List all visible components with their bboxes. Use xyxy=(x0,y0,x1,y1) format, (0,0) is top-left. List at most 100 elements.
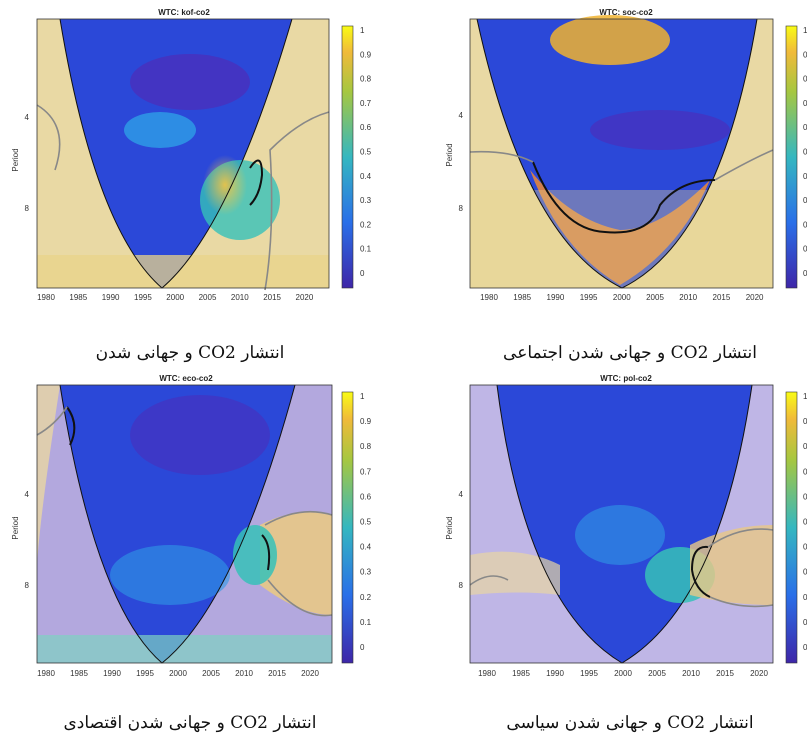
shade-contour xyxy=(36,104,330,291)
colorbar-tick-labels: 1 0.9 0.8 0.7 0.6 0.5 0.4 0.3 0.2 0.1 0 xyxy=(360,26,372,278)
colorbar-tick-label: 0.3 xyxy=(360,568,372,577)
colorbar xyxy=(341,391,354,664)
colorbar-tick-label: 0 xyxy=(803,148,807,157)
colorbar-tick-label: 0 xyxy=(803,643,807,652)
plot-frame xyxy=(36,384,333,664)
x-tick-label: 1990 xyxy=(103,669,121,678)
x-tick-labels: 1980 1985 1990 1995 2000 2005 2010 2015 2020 xyxy=(37,669,319,678)
x-tick-label: 2015 xyxy=(263,293,281,302)
coi-left xyxy=(37,385,60,565)
colorbar-tick-label: 0 xyxy=(803,99,807,108)
y-axis-label: Period xyxy=(11,516,20,539)
y-tick-label: 4 xyxy=(25,113,30,122)
plot-frame xyxy=(469,18,774,289)
x-tick-label: 1995 xyxy=(580,293,598,302)
colorbar-tick-label: 0.4 xyxy=(360,543,372,552)
panel-caption: انتشار CO2 و جهانی شدن اقتصادی xyxy=(63,713,317,733)
x-tick-label: 2005 xyxy=(646,293,664,302)
colorbar-tick-label: 0 xyxy=(803,75,807,84)
x-tick-label: 2020 xyxy=(301,669,319,678)
chart-title: WTC: eco-co2 xyxy=(159,374,213,383)
x-tick-label: 1985 xyxy=(513,293,531,302)
x-tick-label: 2000 xyxy=(613,293,631,302)
y-tick-label: 4 xyxy=(459,490,464,499)
plot-frame xyxy=(469,384,774,664)
y-tick-label: 8 xyxy=(25,204,30,213)
colorbar-tick-label: 0 xyxy=(803,618,807,627)
x-tick-label: 1980 xyxy=(37,293,55,302)
significance-contour xyxy=(532,161,716,234)
y-tick-label: 8 xyxy=(25,581,30,590)
colorbar-tick-label: 0.1 xyxy=(360,245,372,254)
colorbar-tick-label: 0 xyxy=(803,442,807,451)
x-tick-label: 1990 xyxy=(547,293,565,302)
mid-coherence-region xyxy=(575,505,665,565)
colorbar-tick-label: 0 xyxy=(803,50,807,59)
wtc-chart-pol: WTC: pol-co2 Period 4 8 1980 1985 1990 1995… xyxy=(445,374,807,678)
x-tick-label: 2020 xyxy=(296,293,314,302)
chart-title: WTC: soc-co2 xyxy=(599,8,653,17)
colorbar-tick-label: 0 xyxy=(803,543,807,552)
colorbar-tick-label: 0.8 xyxy=(360,75,372,84)
x-tick-label: 1985 xyxy=(512,669,530,678)
colorbar-tick-label: 0.8 xyxy=(360,442,372,451)
x-tick-label: 2020 xyxy=(746,293,764,302)
colorbar-tick-label: 0 xyxy=(803,467,807,476)
y-axis-label: Period xyxy=(445,143,454,166)
x-tick-label: 1990 xyxy=(546,669,564,678)
plot-frame xyxy=(36,18,330,289)
low-frequency-band xyxy=(37,255,329,288)
x-tick-label: 1995 xyxy=(134,293,152,302)
x-tick-label: 2015 xyxy=(268,669,286,678)
colorbar-tick-label: 1 xyxy=(360,392,365,401)
x-tick-label: 1985 xyxy=(69,293,87,302)
mid-coherence-region xyxy=(124,112,196,148)
high-coherence-region xyxy=(530,170,710,285)
panel-caption: انتشار CO2 و جهانی شدن xyxy=(95,343,285,363)
x-tick-label: 2005 xyxy=(648,669,666,678)
colorbar-tick-label: 0 xyxy=(360,643,365,652)
wtc-panel-kof: WTC: kof-co2 Period 4 8 1980 1985 1990 1995… xyxy=(0,0,380,363)
x-tick-label: 2020 xyxy=(750,669,768,678)
panel-caption: انتشار CO2 و جهانی شدن سیاسی xyxy=(506,713,754,733)
colorbar-tick-labels: 1 0 0 0 0 0 0 0 0 0 0 xyxy=(803,392,807,652)
significance-contour xyxy=(66,406,271,571)
colorbar-tick-label: 0 xyxy=(803,593,807,602)
colorbar-tick-label: 0 xyxy=(803,123,807,132)
x-tick-label: 2010 xyxy=(679,293,697,302)
colorbar-tick-label: 0.5 xyxy=(360,518,372,527)
x-tick-label: 2000 xyxy=(169,669,187,678)
colorbar xyxy=(341,25,354,289)
x-tick-label: 2010 xyxy=(682,669,700,678)
colorbar xyxy=(785,25,798,289)
y-axis-label: Period xyxy=(445,516,454,539)
colorbar-tick-label: 0.6 xyxy=(360,123,372,132)
colorbar-tick-label: 0.5 xyxy=(360,148,372,157)
x-tick-label: 2005 xyxy=(199,293,217,302)
x-tick-label: 2015 xyxy=(716,669,734,678)
colorbar-tick-label: 1 xyxy=(803,392,807,401)
chart-title: WTC: pol-co2 xyxy=(600,374,652,383)
x-tick-label: 2000 xyxy=(614,669,632,678)
colorbar-tick-label: 0 xyxy=(803,417,807,426)
y-axis-label: Period xyxy=(11,148,20,171)
colorbar-tick-label: 0.2 xyxy=(360,593,372,602)
shade-contour xyxy=(36,406,333,617)
significance-contour xyxy=(249,159,264,206)
y-tick-label: 8 xyxy=(459,204,464,213)
panel-caption: انتشار CO2 و جهانی شدن اجتماعی xyxy=(503,343,757,363)
high-coherence-region xyxy=(260,511,332,615)
colorbar-tick-label: 0 xyxy=(803,492,807,501)
colorbar-tick-label: 0 xyxy=(803,568,807,577)
shade-contour xyxy=(469,528,774,608)
colorbar-tick-label: 0 xyxy=(803,172,807,181)
y-tick-label: 4 xyxy=(459,111,464,120)
colorbar-tick-label: 1 xyxy=(803,26,807,35)
colorbar-tick-labels: 1 0.9 0.8 0.7 0.6 0.5 0.4 0.3 0.2 0.1 0 xyxy=(360,392,372,652)
x-tick-labels: 1980 1985 1990 1995 2000 2005 2010 2015 2020 xyxy=(478,669,768,678)
colorbar-tick-label: 0.4 xyxy=(360,172,372,181)
x-tick-label: 1995 xyxy=(136,669,154,678)
wtc-chart-eco: WTC: eco-co2 Period 4 8 1980 1985 1990 1995… xyxy=(11,374,372,678)
y-tick-label: 8 xyxy=(459,581,464,590)
colorbar-tick-label: 0.6 xyxy=(360,492,372,501)
